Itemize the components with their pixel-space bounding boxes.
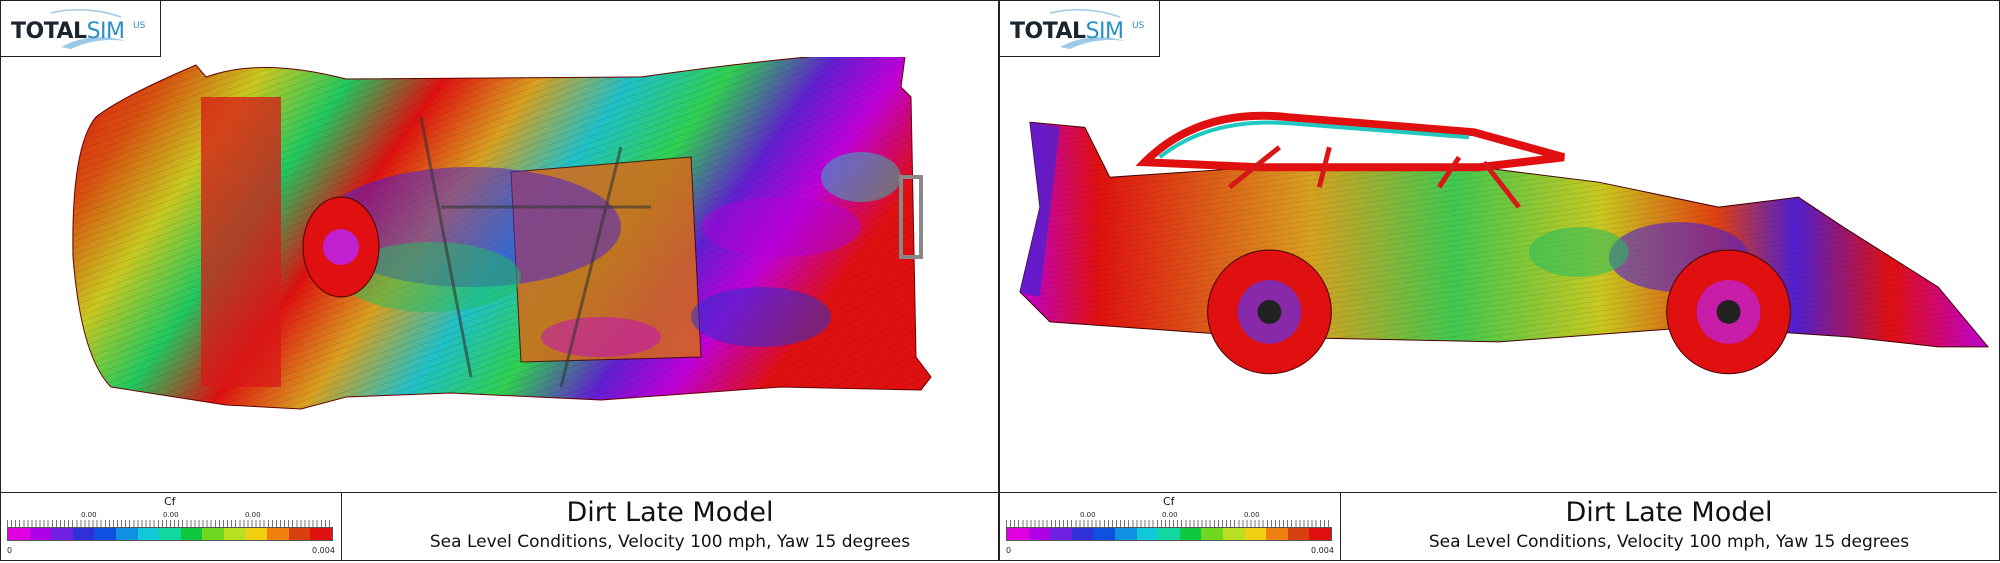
colorbar-swatch	[72, 528, 95, 540]
colorbar-swatch	[245, 528, 268, 540]
colorbar-swatch	[94, 528, 116, 540]
colorbar-swatch	[159, 528, 181, 540]
colorbar-variable: Cf	[1163, 495, 1175, 508]
caption: Dirt Late Model Sea Level Conditions, Ve…	[342, 493, 998, 561]
colorbar	[7, 527, 333, 541]
colorbar-swatch	[1287, 528, 1310, 540]
colorbar-swatch	[115, 528, 138, 540]
figure-title: Dirt Late Model	[1565, 497, 1773, 528]
colorbar-swatch	[1158, 528, 1180, 540]
totalsim-logo: TOTALSIM US	[1000, 1, 1160, 57]
colorbar-swatch	[1114, 528, 1137, 540]
colorbar-swatch	[1201, 528, 1223, 540]
car-side-view-render	[1019, 111, 1990, 375]
colorbar-tick-label: 0.00	[81, 511, 97, 519]
colorbar-swatch	[1028, 528, 1051, 540]
colorbar-min: 0	[7, 546, 13, 555]
colorbar-swatch	[8, 528, 30, 540]
colorbar-swatch	[1266, 528, 1288, 540]
colorbar-swatch	[180, 528, 203, 540]
colorbar-swatch	[1309, 528, 1331, 540]
logo-swoosh-icon	[1049, 9, 1125, 49]
colorbar-max: 0.004	[1311, 546, 1334, 555]
figure-subtitle: Sea Level Conditions, Velocity 100 mph, …	[429, 532, 911, 552]
logo-wordmark: TOTALSIM	[11, 19, 125, 44]
totalsim-logo: TOTALSIM US	[1, 1, 161, 57]
colorbar-legend: Cf 0.00 0.00 0.00 0 0.004	[1, 493, 342, 561]
colorbar-swatch	[288, 528, 311, 540]
colorbar-max: 0.004	[312, 546, 335, 555]
colorbar-swatch	[310, 528, 332, 540]
caption-bar: Cf 0.00 0.00 0.00 0 0.004 Dirt Late Mode…	[1, 492, 998, 562]
colorbar-variable: Cf	[164, 495, 176, 508]
logo-us: US	[1132, 21, 1145, 31]
colorbar-swatch	[1222, 528, 1245, 540]
car-top-view-render	[72, 57, 932, 410]
logo-swoosh-icon	[50, 9, 126, 49]
colorbar-swatch	[1071, 528, 1094, 540]
colorbar-swatch	[1244, 528, 1267, 540]
colorbar-min: 0	[1006, 546, 1012, 555]
colorbar-swatch	[137, 528, 160, 540]
colorbar-legend: Cf 0.00 0.00 0.00 0 0.004	[1000, 493, 1341, 561]
colorbar-ticks	[7, 520, 333, 527]
colorbar-tick-label: 0.00	[1244, 511, 1260, 519]
figure-subtitle: Sea Level Conditions, Velocity 100 mph, …	[1428, 532, 1910, 552]
colorbar-swatch	[1136, 528, 1159, 540]
colorbar-ticks	[1006, 520, 1332, 527]
colorbar-tick-label: 0.00	[1162, 511, 1178, 519]
side-view-panel: TOTALSIM US	[999, 0, 2000, 561]
figure-title: Dirt Late Model	[566, 497, 774, 528]
colorbar-swatch	[1050, 528, 1072, 540]
caption-bar: Cf 0.00 0.00 0.00 0 0.004 Dirt Late Mode…	[1000, 492, 1997, 562]
colorbar-tick-label: 0.00	[245, 511, 261, 519]
top-view-panel: TOTALSIM US	[0, 0, 999, 561]
colorbar-swatch	[1093, 528, 1115, 540]
logo-us: US	[133, 21, 146, 31]
colorbar-swatch	[267, 528, 289, 540]
caption: Dirt Late Model Sea Level Conditions, Ve…	[1341, 493, 1997, 561]
colorbar	[1006, 527, 1332, 541]
colorbar-swatch	[1007, 528, 1029, 540]
colorbar-swatch	[223, 528, 246, 540]
logo-wordmark: TOTALSIM	[1010, 19, 1124, 44]
colorbar-tick-label: 0.00	[163, 511, 179, 519]
colorbar-tick-label: 0.00	[1080, 511, 1096, 519]
colorbar-swatch	[202, 528, 224, 540]
colorbar-swatch	[1179, 528, 1202, 540]
colorbar-swatch	[29, 528, 52, 540]
colorbar-swatch	[51, 528, 73, 540]
